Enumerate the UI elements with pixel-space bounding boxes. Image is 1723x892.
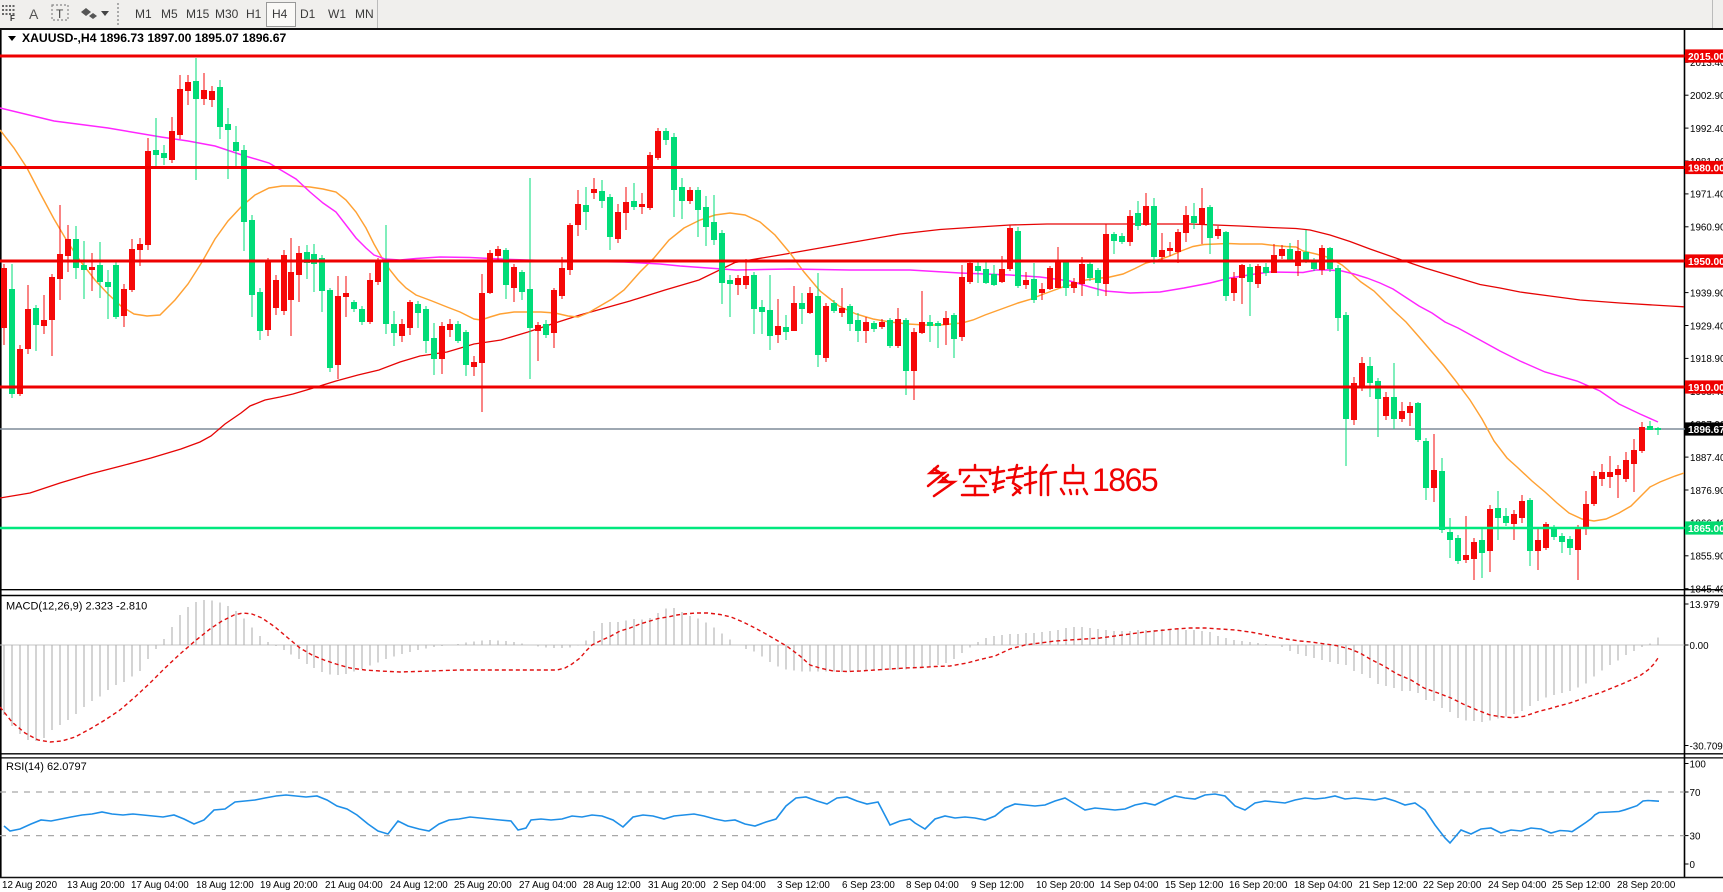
svg-text:16 Sep 20:00: 16 Sep 20:00 (1229, 880, 1288, 891)
svg-text:RSI(14) 62.0797: RSI(14) 62.0797 (6, 761, 87, 773)
svg-text:27 Aug 04:00: 27 Aug 04:00 (519, 880, 577, 891)
svg-text:1876.90: 1876.90 (1690, 486, 1723, 497)
svg-text:1865: 1865 (1092, 462, 1158, 498)
svg-text:100: 100 (1690, 759, 1707, 770)
svg-text:24 Sep 04:00: 24 Sep 04:00 (1488, 880, 1547, 891)
svg-text:70: 70 (1690, 788, 1701, 799)
svg-text:1855.90: 1855.90 (1690, 552, 1723, 563)
svg-text:9 Sep 12:00: 9 Sep 12:00 (971, 880, 1024, 891)
svg-text:1971.40: 1971.40 (1690, 190, 1723, 201)
svg-text:T: T (56, 7, 64, 21)
svg-text:2013.40: 2013.40 (1690, 58, 1723, 69)
svg-text:31 Aug 20:00: 31 Aug 20:00 (648, 880, 706, 891)
svg-text:2002.90: 2002.90 (1690, 91, 1723, 102)
svg-text:13.979: 13.979 (1690, 600, 1720, 611)
svg-text:XAUUSD-,H4 1896.73 1897.00 18: XAUUSD-,H4 1896.73 1897.00 1895.07 1896.… (22, 31, 286, 45)
svg-text:8 Sep 04:00: 8 Sep 04:00 (906, 880, 959, 891)
svg-text:1910.00: 1910.00 (1688, 383, 1723, 394)
svg-text:1950.00: 1950.00 (1688, 257, 1723, 268)
svg-text:19 Aug 20:00: 19 Aug 20:00 (260, 880, 318, 891)
svg-text:21 Sep 12:00: 21 Sep 12:00 (1359, 880, 1418, 891)
svg-text:10 Sep 20:00: 10 Sep 20:00 (1036, 880, 1095, 891)
svg-text:17 Aug 04:00: 17 Aug 04:00 (131, 880, 189, 891)
svg-text:1845.40: 1845.40 (1690, 585, 1723, 596)
svg-text:2 Sep 04:00: 2 Sep 04:00 (713, 880, 766, 891)
svg-text:12 Aug 2020: 12 Aug 2020 (2, 880, 58, 891)
svg-text:14 Sep 04:00: 14 Sep 04:00 (1100, 880, 1159, 891)
svg-text:18 Sep 04:00: 18 Sep 04:00 (1294, 880, 1353, 891)
svg-text:0: 0 (1690, 860, 1696, 871)
svg-text:1980.00: 1980.00 (1688, 163, 1723, 174)
svg-text:22 Sep 20:00: 22 Sep 20:00 (1423, 880, 1482, 891)
svg-text:18 Aug 12:00: 18 Aug 12:00 (196, 880, 254, 891)
svg-text:1918.90: 1918.90 (1690, 354, 1723, 365)
svg-text:0.00: 0.00 (1690, 641, 1710, 652)
svg-text:28 Sep 20:00: 28 Sep 20:00 (1617, 880, 1676, 891)
svg-text:28 Aug 12:00: 28 Aug 12:00 (583, 880, 641, 891)
svg-text:25 Aug 20:00: 25 Aug 20:00 (454, 880, 512, 891)
svg-text:1960.90: 1960.90 (1690, 223, 1723, 234)
svg-text:1939.90: 1939.90 (1690, 288, 1723, 299)
svg-text:2015.00: 2015.00 (1688, 52, 1723, 63)
svg-text:1992.40: 1992.40 (1690, 124, 1723, 135)
svg-text:3 Sep 12:00: 3 Sep 12:00 (777, 880, 830, 891)
svg-text:1887.40: 1887.40 (1690, 453, 1723, 464)
svg-text:21 Aug 04:00: 21 Aug 04:00 (325, 880, 383, 891)
svg-text:1896.67: 1896.67 (1688, 425, 1723, 436)
svg-text:1865.00: 1865.00 (1688, 524, 1723, 535)
svg-text:30: 30 (1690, 831, 1701, 842)
svg-text:MACD(12,26,9) 2.323 -2.810: MACD(12,26,9) 2.323 -2.810 (6, 601, 147, 613)
svg-text:13 Aug 20:00: 13 Aug 20:00 (67, 880, 125, 891)
svg-text:6 Sep 23:00: 6 Sep 23:00 (842, 880, 895, 891)
svg-text:15 Sep 12:00: 15 Sep 12:00 (1165, 880, 1224, 891)
svg-text:24 Aug 12:00: 24 Aug 12:00 (390, 880, 448, 891)
svg-text:-30.709: -30.709 (1690, 741, 1723, 752)
svg-text:1929.40: 1929.40 (1690, 321, 1723, 332)
svg-text:25 Sep 12:00: 25 Sep 12:00 (1552, 880, 1611, 891)
svg-text:A: A (29, 6, 39, 22)
svg-text:F: F (10, 14, 15, 23)
